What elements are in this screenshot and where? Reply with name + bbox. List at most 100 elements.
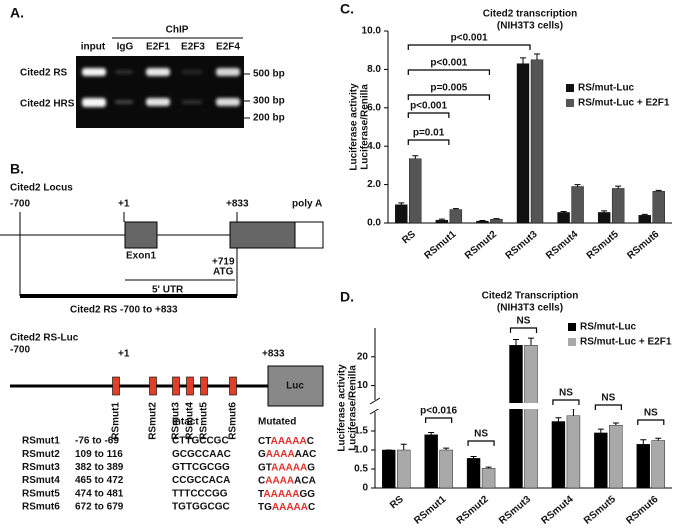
x-tick-label: RSmut1 [412,494,448,527]
sequence-part: CT [258,436,271,447]
sequence-part: AAAAA [271,436,307,447]
bar [566,415,581,489]
panel-label: B. [10,161,24,177]
annotation: NS [517,316,531,327]
annotation: p<0.016 [420,406,457,417]
x-tick-label: RSmut1 [422,229,458,262]
table-cell: 672 to 679 [75,502,124,513]
locus-pos: -700 [10,199,30,210]
sequence-part: G [307,462,315,473]
error-bar [641,213,648,216]
annotation: p=0.01 [413,128,445,139]
bar [509,345,523,489]
site [200,376,208,396]
charts: Cited2 transcription(NIH3T3 cells)Lucife… [337,9,674,527]
sequence-part: AAC [295,449,317,460]
sites: RSmut1 RSmut2 RSmut3 RSmut4 RSmut5 RSmut6 [111,376,239,440]
bar [597,212,611,224]
bar [524,345,538,489]
chart-title: Cited2 Transcription [482,291,579,302]
chart-subtitle: (NIH3T3 cells) [497,303,563,314]
table-cell: RSmut3 [22,462,60,473]
atg-pos: +719 [212,257,235,268]
bracket [637,419,665,425]
annotation: p=0.005 [430,83,467,94]
bar [476,220,489,224]
table-cell: RSmut2 [22,449,60,460]
sequence-part: T [258,488,264,499]
error-bar [400,443,407,450]
marker-label: 300 bp [253,96,285,107]
lane-label: E2F3 [181,42,205,53]
y-axis-sublabel: Luciferase/Renilla [348,365,359,451]
annotation: p<0.001 [430,58,467,69]
error-bar [601,210,608,213]
band [182,70,202,74]
lane-label: IgG [117,42,134,53]
sequence-part: AAAA [265,475,294,486]
error-bar [398,202,405,205]
site-label: RSmut2 [148,402,159,440]
band [182,100,202,104]
construct-pos: +833 [262,349,285,360]
annotation: p<0.001 [410,101,447,112]
panel-label: D. [340,289,354,305]
reporter-label: Luc [286,381,304,392]
site [186,376,194,396]
atg-label: ATG [213,267,234,278]
band [216,98,240,106]
bar [652,191,665,224]
chart-subtitle: (NIH3T3 cells) [497,21,563,32]
error-bar [485,466,492,469]
error-bar [493,218,500,220]
reporter-box [267,365,324,407]
error-bar [443,447,450,450]
bar [490,218,503,224]
error-bar [534,53,540,60]
legend-swatch [566,84,574,92]
error-bar [428,432,435,435]
bracket [407,94,491,100]
bracket [407,139,450,145]
sequence-part: C [308,502,315,513]
bracket [467,440,495,446]
table-cell: 109 to 116 [75,449,123,460]
bar [571,186,584,224]
lane-label: input [81,42,106,53]
sequence-part: GG [299,488,315,499]
legend-swatch [566,99,574,107]
x-tick-label: RSmut6 [625,229,661,262]
site-label: RSmut5 [199,402,210,440]
table-header: Mutated [258,417,296,428]
sequence-part: C [307,436,314,447]
annotation: NS [559,388,573,399]
x-tick-label: RSmut4 [544,229,580,262]
x-tick-label: RSmut2 [463,229,499,262]
sequence-part: AAAA [266,449,295,460]
bar [424,434,438,489]
construct-pos: +1 [118,349,130,360]
x-tick-label: RSmut5 [582,494,618,527]
bar [439,449,453,489]
table-cell: RSmut1 [22,436,60,447]
error-bar [560,210,567,213]
error-bar [438,218,445,221]
band [146,68,170,76]
locus-title: Cited2 Locus [10,183,73,194]
locus-pos: poly A [292,199,322,210]
table-cell: CTAAAAAC [258,436,314,447]
annotation: p<0.001 [451,33,488,44]
locus-pos: +1 [118,199,130,210]
legend-label: RS/mut-Luc [578,83,635,94]
bar [638,215,651,224]
bar [636,444,650,489]
error-bar [655,437,662,441]
band [146,98,170,106]
panel-label: A. [10,5,24,21]
region-label: Cited2 RS -700 to +833 [70,305,178,316]
bar [551,421,566,489]
error-bar [615,185,622,189]
site [149,376,157,396]
table-cell: GTAAAAAG [258,462,315,473]
